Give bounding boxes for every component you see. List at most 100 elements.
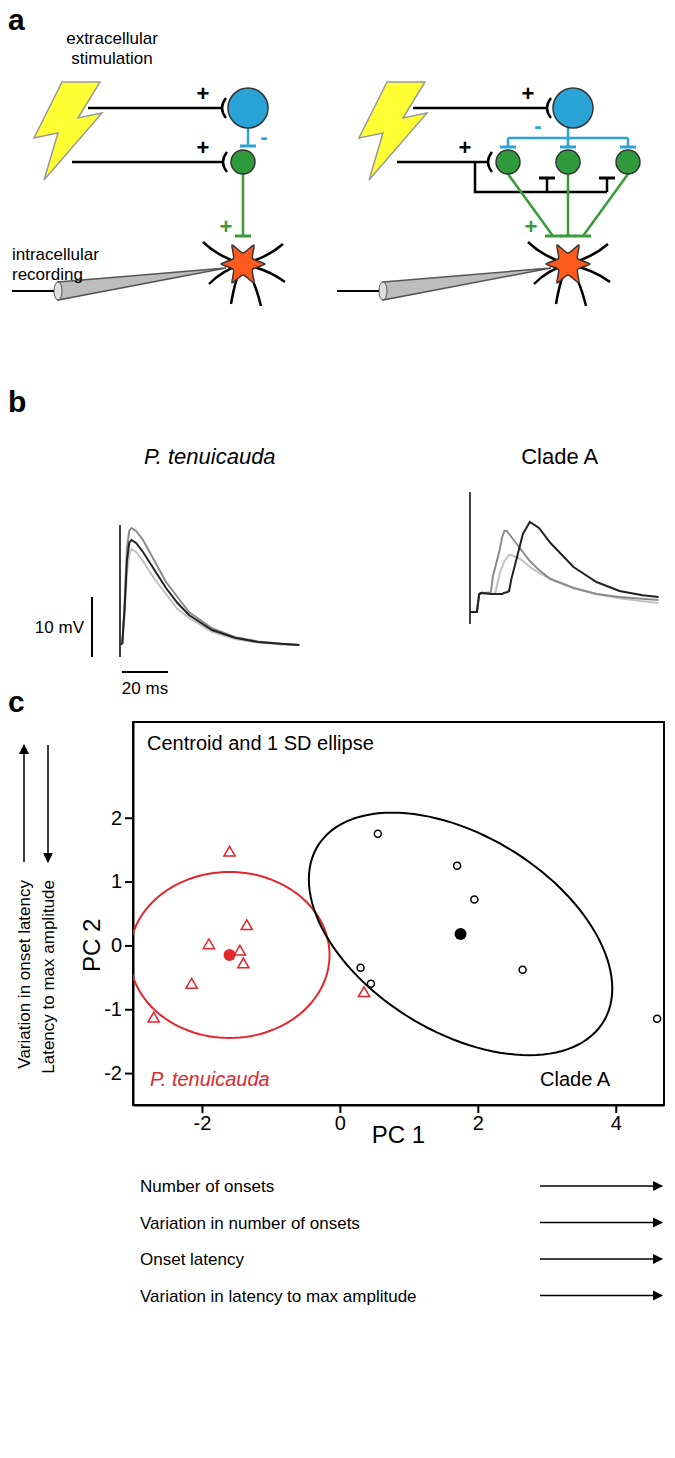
direction-arrow <box>540 1222 662 1224</box>
interneuron-green <box>556 150 580 174</box>
panel-label: a <box>8 3 25 36</box>
tick-mark <box>125 817 133 819</box>
tick-label: -2 <box>104 1062 122 1084</box>
synapse <box>222 98 226 118</box>
sign: + <box>197 135 210 160</box>
plot-frame <box>133 722 664 1105</box>
wire <box>606 178 609 192</box>
trace <box>120 549 299 645</box>
point <box>203 939 214 949</box>
wire <box>247 128 250 146</box>
scale-bar <box>91 597 93 657</box>
stimulus-marker <box>119 525 121 657</box>
interneuron-blue <box>553 88 593 128</box>
chart-title: P. tenuicauda <box>144 444 276 469</box>
synapse <box>240 145 256 148</box>
point <box>357 964 364 971</box>
tick-label: 2 <box>111 807 122 829</box>
wire <box>413 107 547 110</box>
panel-label: c <box>8 685 25 718</box>
traces <box>470 522 659 612</box>
circuit-divergent: ++-+ <box>337 81 640 306</box>
tick: -2 <box>194 1105 212 1134</box>
point <box>234 945 245 955</box>
direction-arrow <box>540 1295 662 1297</box>
sign: + <box>522 81 535 106</box>
tick: 2 <box>111 807 133 829</box>
trace-chart: Clade A <box>470 444 659 624</box>
tick-label: 4 <box>611 1112 622 1134</box>
trace <box>470 531 659 612</box>
wire <box>475 162 607 192</box>
wire <box>546 178 549 192</box>
synapse <box>223 152 227 172</box>
trace-chart: P. tenuicauda 10 mV 20 ms <box>35 444 300 698</box>
tick: 2 <box>473 1105 484 1134</box>
sign: + <box>220 214 233 239</box>
wire <box>567 174 570 236</box>
electrode <box>383 268 551 300</box>
tick-label: 1 <box>111 870 122 892</box>
synapse <box>560 235 576 238</box>
series-label: P. tenuicauda <box>150 1068 270 1090</box>
axis-description: Variation in number of onsets <box>140 1214 360 1233</box>
trace <box>470 522 659 612</box>
axis-description: Variation in onset latency <box>15 880 34 1069</box>
y-axis: -2 -1 0 1 2 <box>104 723 133 1106</box>
wire <box>242 174 245 236</box>
tick-label: 0 <box>111 934 122 956</box>
electrode-end <box>54 282 62 300</box>
synapse <box>500 146 516 149</box>
trace <box>120 528 299 645</box>
synapse <box>539 177 555 180</box>
panel-label: b <box>8 385 26 418</box>
tick-mark <box>125 1073 133 1075</box>
tick: 0 <box>335 1105 346 1134</box>
axis-description: Latency to max amplitude <box>39 880 58 1074</box>
tick: 1 <box>111 870 133 892</box>
neuron <box>546 245 590 283</box>
tick-label: 2 <box>473 1112 484 1134</box>
point <box>238 958 249 968</box>
point <box>374 830 381 837</box>
tick-mark <box>125 1009 133 1011</box>
tick-label: 0 <box>335 1112 346 1134</box>
electrode <box>58 268 226 300</box>
point <box>367 980 374 987</box>
sign: + <box>459 135 472 160</box>
sign: + <box>525 214 538 239</box>
direction-arrow <box>540 1185 662 1187</box>
scale-bar-label: 10 mV <box>35 618 85 637</box>
chart-title: Centroid and 1 SD ellipse <box>147 732 374 754</box>
synapse <box>545 235 561 238</box>
scale-bar-label: 20 ms <box>122 679 168 698</box>
sd-ellipse <box>309 813 612 1056</box>
diagram-label: intracellular <box>12 245 99 264</box>
centroid <box>224 949 236 961</box>
electrode-end <box>379 282 387 300</box>
point <box>224 846 235 856</box>
tick: 0 <box>111 934 133 956</box>
direction-arrow <box>23 745 25 862</box>
wire <box>88 107 222 110</box>
tick: -1 <box>104 998 133 1020</box>
axis-title: PC 2 <box>78 919 105 972</box>
point <box>186 978 197 988</box>
axis-line <box>133 723 135 1106</box>
tick: 4 <box>611 1105 622 1134</box>
interneuron-green <box>496 150 520 174</box>
traces <box>120 528 299 645</box>
series-label: Clade A <box>540 1068 611 1090</box>
tick-mark <box>125 945 133 947</box>
synapse <box>235 235 251 238</box>
tick-label: -2 <box>194 1112 212 1134</box>
point <box>454 862 461 869</box>
interneuron-blue <box>228 88 268 128</box>
wire <box>72 161 223 164</box>
wire <box>583 174 628 236</box>
plot-area <box>133 813 661 1056</box>
chart-title: Clade A <box>521 444 598 469</box>
synapse <box>599 177 615 180</box>
electrode-wire <box>337 290 383 292</box>
point <box>471 896 478 903</box>
